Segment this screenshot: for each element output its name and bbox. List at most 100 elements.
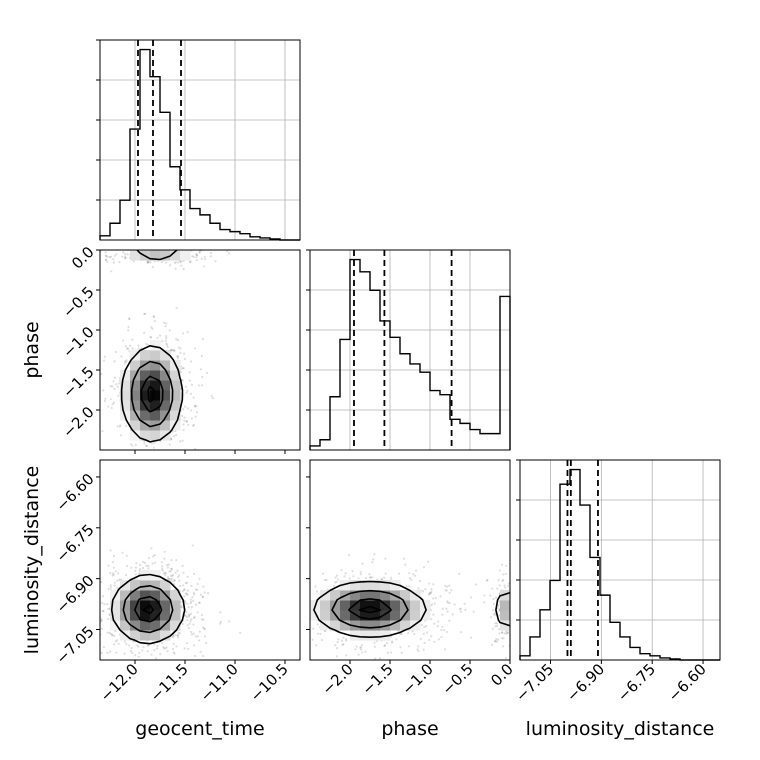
density-cell bbox=[170, 590, 181, 601]
sample-point bbox=[155, 247, 157, 249]
sample-point bbox=[150, 653, 153, 656]
sample-point bbox=[446, 630, 449, 634]
sample-point bbox=[171, 647, 175, 651]
sample-point bbox=[414, 569, 418, 572]
sample-point bbox=[166, 566, 169, 569]
density-cell bbox=[370, 590, 381, 601]
sample-point bbox=[472, 610, 475, 613]
sample-point bbox=[121, 551, 124, 554]
sample-point bbox=[502, 637, 505, 640]
sample-point bbox=[192, 644, 196, 647]
sample-point bbox=[182, 571, 185, 574]
sample-point bbox=[397, 572, 401, 575]
density-cell bbox=[340, 620, 351, 631]
sample-point bbox=[118, 244, 120, 246]
ylabel-luminosity_distance: luminosity_distance bbox=[21, 466, 43, 655]
quantile-lines bbox=[137, 40, 599, 660]
sample-point bbox=[182, 408, 185, 411]
sample-point bbox=[514, 606, 516, 608]
histogram-luminosity_distance bbox=[519, 468, 720, 661]
sample-point bbox=[512, 604, 514, 606]
sample-point bbox=[141, 649, 144, 652]
sample-point bbox=[361, 651, 364, 654]
sample-point bbox=[192, 623, 195, 626]
sample-point bbox=[177, 454, 179, 456]
sample-point bbox=[113, 376, 116, 379]
sample-point bbox=[152, 446, 155, 449]
sample-point bbox=[383, 576, 386, 579]
sample-point bbox=[100, 580, 103, 584]
sample-point bbox=[109, 584, 112, 587]
xtick-label-phase-3: −0.5 bbox=[438, 660, 476, 698]
sample-point bbox=[368, 573, 371, 576]
sample-point bbox=[192, 572, 196, 575]
sample-point bbox=[179, 370, 183, 374]
density-cell bbox=[130, 590, 141, 601]
sample-point bbox=[360, 648, 363, 651]
sample-point bbox=[337, 638, 340, 641]
sample-point bbox=[494, 625, 497, 628]
density-cell bbox=[150, 390, 161, 401]
density-cell bbox=[390, 620, 401, 631]
sample-point bbox=[103, 674, 105, 676]
sample-point bbox=[108, 631, 111, 634]
sample-point bbox=[440, 635, 443, 639]
sample-point bbox=[196, 674, 198, 676]
sample-point bbox=[179, 440, 182, 443]
sample-point bbox=[186, 619, 189, 622]
sample-point bbox=[183, 416, 186, 419]
sample-point bbox=[427, 593, 430, 596]
sample-point bbox=[203, 257, 207, 261]
sample-point bbox=[112, 261, 115, 264]
sample-point bbox=[494, 640, 497, 643]
sample-point bbox=[342, 636, 345, 639]
sample-point bbox=[408, 572, 411, 575]
sample-point bbox=[172, 635, 175, 638]
sample-point bbox=[428, 592, 431, 595]
sample-point bbox=[185, 581, 189, 584]
xtick-label-phase-0: −2.0 bbox=[318, 660, 356, 698]
sample-point bbox=[94, 603, 96, 605]
density-cell bbox=[500, 620, 510, 631]
density-cell bbox=[170, 400, 181, 411]
sample-point bbox=[134, 573, 137, 576]
density-cell bbox=[130, 600, 141, 611]
sample-point bbox=[504, 656, 507, 659]
sample-point bbox=[512, 589, 514, 591]
sample-point bbox=[384, 557, 387, 560]
panel-background-geocent_time bbox=[100, 40, 300, 240]
sample-point bbox=[513, 605, 515, 607]
density-cell bbox=[150, 430, 161, 441]
xlabel-phase: phase bbox=[381, 718, 438, 740]
sample-point bbox=[173, 652, 176, 655]
sample-point bbox=[134, 653, 137, 657]
sample-point bbox=[176, 355, 179, 358]
sample-point bbox=[118, 242, 120, 244]
sample-point bbox=[192, 396, 195, 399]
sample-point bbox=[131, 347, 134, 350]
sample-point bbox=[204, 244, 206, 246]
sample-point bbox=[158, 334, 162, 337]
sample-point bbox=[342, 642, 345, 646]
sample-point bbox=[201, 654, 205, 658]
ytick-label-phase-1: −1.5 bbox=[59, 363, 97, 401]
sample-point bbox=[340, 639, 343, 642]
sample-point bbox=[109, 586, 112, 589]
xtick-label-phase-4: 0.0 bbox=[487, 660, 517, 690]
sample-point bbox=[203, 265, 206, 268]
panel-frame-geocent_time bbox=[99, 39, 301, 241]
sample-point bbox=[209, 252, 213, 255]
sample-point bbox=[357, 577, 360, 580]
contours-geocent_time-phase bbox=[120, 250, 184, 443]
sample-point bbox=[100, 372, 103, 376]
sample-point bbox=[190, 584, 193, 587]
density-cell bbox=[380, 610, 391, 621]
density-cell bbox=[360, 600, 371, 611]
sample-point bbox=[207, 242, 209, 244]
sample-point bbox=[419, 580, 422, 583]
sample-point bbox=[196, 635, 200, 638]
sample-point bbox=[186, 389, 189, 392]
density-cell bbox=[110, 610, 121, 621]
sample-point bbox=[335, 574, 339, 577]
tick-marks bbox=[96, 39, 704, 664]
